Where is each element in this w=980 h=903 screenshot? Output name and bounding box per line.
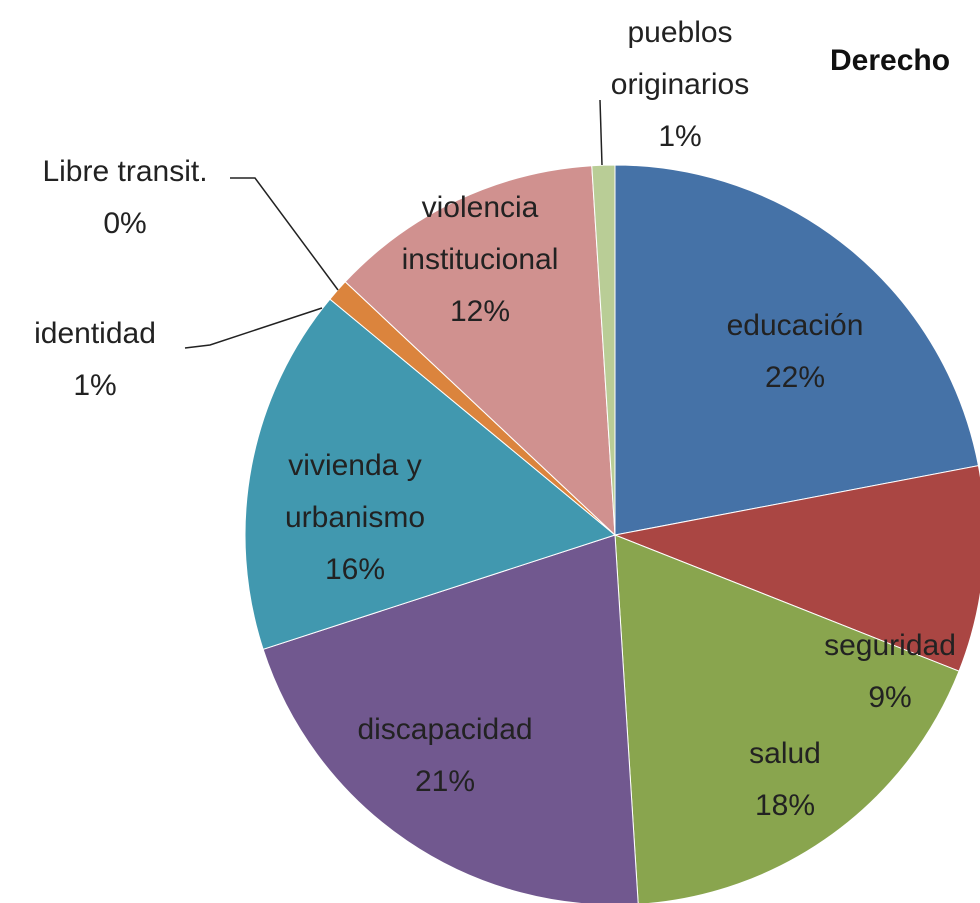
label-name: violencia institucional — [401, 191, 559, 276]
label-name: vivienda y urbanismo — [284, 449, 426, 534]
label-name: Libre transit. — [42, 155, 208, 188]
label-value: 22% — [764, 361, 826, 394]
pie-slice — [591, 164, 616, 536]
label-name: pueblos originarios — [610, 16, 750, 101]
label-value: 0% — [103, 207, 147, 240]
data-label: identidad 1% — [0, 308, 195, 412]
label-value: 9% — [868, 681, 912, 714]
pie-slice — [614, 534, 960, 903]
pie-slice — [262, 534, 639, 903]
label-name: discapacidad — [357, 713, 533, 746]
pie-slice — [614, 164, 980, 536]
leader-line — [230, 177, 339, 291]
data-label: Libre transit. 0% — [5, 146, 245, 250]
label-name: educación — [726, 309, 864, 342]
leader-line — [184, 307, 323, 349]
pie-slice — [344, 165, 616, 537]
label-value: 16% — [324, 553, 386, 586]
label-value: 21% — [414, 765, 476, 798]
data-label: salud 18% — [685, 728, 885, 832]
pie-slice — [613, 465, 980, 672]
leader-line — [599, 99, 603, 166]
data-label: seguridad 9% — [790, 620, 980, 724]
label-name: salud — [749, 737, 821, 770]
label-value: 18% — [754, 789, 816, 822]
pie-slice — [244, 298, 617, 650]
data-label: educación 22% — [695, 300, 895, 404]
label-name: seguridad — [824, 629, 956, 662]
data-label: discapacidad 21% — [315, 704, 575, 808]
label-value: 1% — [658, 120, 702, 153]
data-label: pueblos originarios 1% — [585, 7, 775, 163]
label-value: 1% — [73, 369, 117, 402]
chart-title: Derecho — [830, 44, 951, 77]
label-value: 12% — [449, 295, 511, 328]
data-label: violencia institucional 12% — [375, 182, 585, 338]
label-name: identidad — [34, 317, 156, 350]
data-label: vivienda y urbanismo 16% — [260, 440, 450, 596]
